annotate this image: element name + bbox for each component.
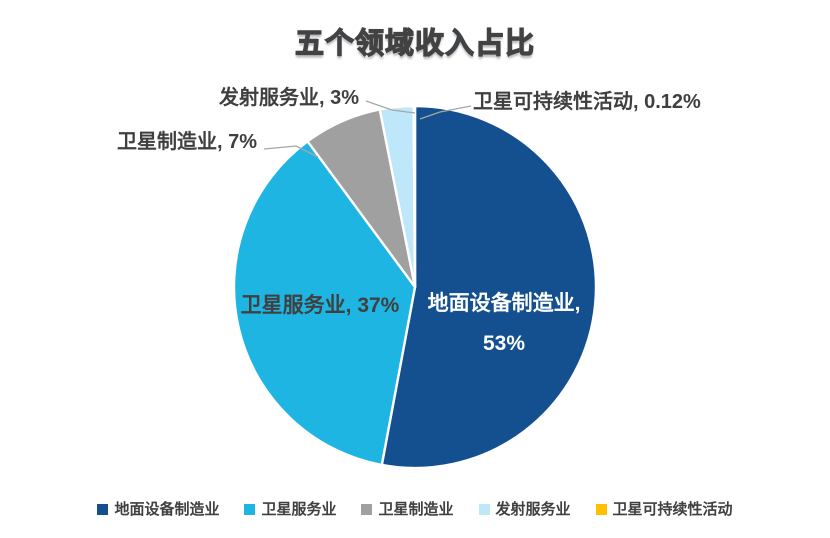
pie-slice-ground-equipment-manufacturing [380,104,598,470]
legend-item-1: 卫星服务业 [244,502,336,517]
legend-label: 地面设备制造业 [114,501,220,518]
legend-item-3: 发射服务业 [478,501,571,518]
pie-slice-satellite-sustainability [412,104,417,289]
data-label-satellite-sustainability: 卫星可持续性活动, 0.12% [473,91,701,113]
legend-swatch-icon [97,504,109,515]
data-label-launch-services: 发射服务业, 3% [219,87,360,109]
legend-swatch-icon [361,504,373,515]
data-label-satellite-services: 卫星服务业, 37% [240,294,400,317]
legend-label: 卫星制造业 [378,501,454,518]
leader-line-satellite-manufacturing [263,145,319,158]
legend-label: 发射服务业 [495,501,571,518]
legend-label: 卫星服务业 [261,501,337,518]
legend-item-2: 卫星制造业 [361,501,454,518]
legend-item-0: 地面设备制造业 [97,502,219,517]
legend-swatch-icon [244,504,256,515]
data-label-line2: 53% [482,332,526,355]
legend-swatch-icon [595,504,607,515]
legend-swatch-icon [478,504,490,515]
chart-title: 五个领域收入占比 [294,27,535,60]
legend-label: 卫星可持续性活动 [612,501,733,518]
data-label-ground-equipment-manufacturing: 地面设备制造业, 53% [428,284,581,364]
leader-line-launch-services [365,100,416,114]
legend: 地面设备制造业 卫星服务业 卫星制造业 发射服务业 卫星可持续性活动 [0,502,830,517]
leader-line-satellite-sustainability [419,105,472,120]
pie-slice-satellite-services [232,140,417,467]
data-label-satellite-manufacturing: 卫星制造业, 7% [117,131,258,153]
data-label-line1: 地面设备制造业, [427,292,581,315]
legend-item-4: 卫星可持续性活动 [595,501,733,518]
